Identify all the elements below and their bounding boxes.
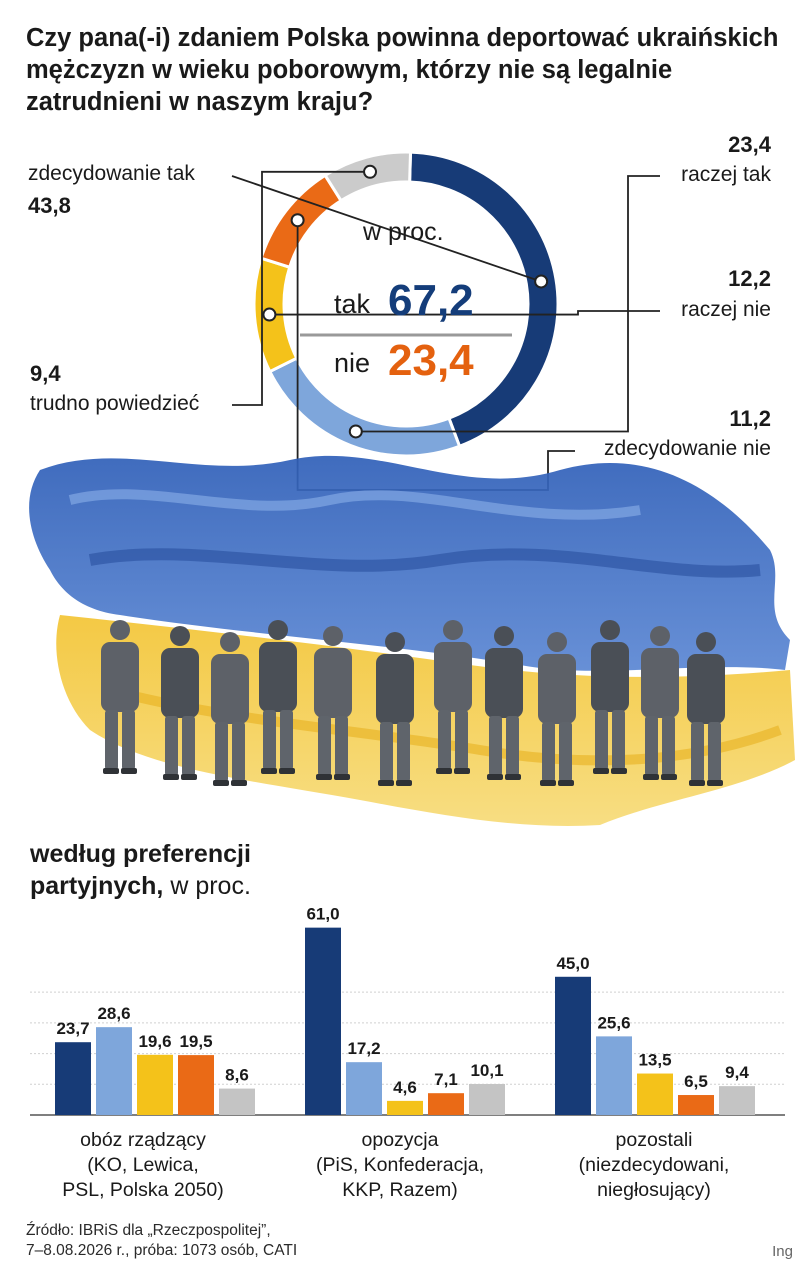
bar-g2-s4 (719, 1086, 755, 1115)
source-line2: 7–8.08.2026 r., próba: 1073 osób, CATI (26, 1242, 298, 1259)
bar-chart-title: według preferencji partyjnych, w proc. (30, 838, 251, 902)
man-silhouette (641, 626, 679, 780)
group-2-line3: niegłosujący) (597, 1179, 711, 1201)
bar-label-g2-s1: 25,6 (597, 1013, 630, 1032)
group-label-opozycja: opozycja (PiS, Konfederacja, KKP, Razem) (275, 1128, 525, 1203)
bar-label-g2-s3: 6,5 (684, 1072, 708, 1091)
bar-g0-s0 (55, 1042, 91, 1115)
bar-label-g0-s2: 19,6 (138, 1032, 171, 1051)
group-1-line2: (PiS, Konfederacja, (315, 1154, 484, 1176)
group-0-line1: obóz rządzący (80, 1129, 206, 1151)
ukrainian-flag-illustration (29, 455, 795, 826)
source-note: Źródło: IBRiS dla „Rzeczpospolitej”, 7–8… (26, 1221, 297, 1261)
slice-value-raczej-nie: 12,2 (728, 266, 771, 291)
bar-g0-s2 (137, 1054, 173, 1115)
bar-g2-s3 (678, 1095, 714, 1115)
bar-chart-title-line1: według preferencji (30, 840, 251, 868)
man-silhouette (485, 626, 523, 780)
bar-g1-s4 (469, 1083, 505, 1115)
man-silhouette (259, 620, 297, 774)
man-silhouette (211, 632, 249, 786)
leader-line-1 (355, 175, 660, 433)
bar-label-g2-s2: 13,5 (638, 1051, 671, 1070)
yes-value: 67,2 (388, 276, 474, 325)
leader-dot-4 (363, 164, 378, 179)
bar-g0-s3 (178, 1055, 214, 1115)
bar-label-g0-s4: 8,6 (225, 1066, 249, 1085)
slice-label-raczej-nie: raczej nie (681, 298, 771, 321)
bar-label-g1-s0: 61,0 (306, 905, 339, 924)
leader-dot-2 (262, 307, 277, 322)
bar-g2-s2 (637, 1073, 673, 1115)
bar-chart-title-line2: partyjnych, (30, 872, 164, 900)
leader-dot-1 (348, 424, 363, 439)
slice-label-trudno-powiedziec: trudno powiedzieć (30, 392, 200, 415)
yes-label: tak (334, 289, 371, 319)
bar-chart-unit: w proc. (170, 872, 251, 900)
group-label-pozostali: pozostali (niezdecydowani, niegłosujący) (529, 1128, 779, 1203)
donut-unit: w proc. (363, 218, 444, 246)
bar-g0-s4 (219, 1088, 255, 1115)
bar-g1-s0 (305, 927, 341, 1115)
group-2-line1: pozostali (615, 1129, 693, 1151)
bar-g2-s1 (596, 1036, 632, 1115)
group-label-oboz-rzadzacy: obóz rządzący (KO, Lewica, PSL, Polska 2… (18, 1128, 268, 1203)
chart-title: Czy pana(-i) zdaniem Polska powinna depo… (26, 24, 779, 116)
bar-label-g0-s0: 23,7 (56, 1019, 89, 1038)
source-line1: Źródło: IBRiS dla „Rzeczpospolitej”, (26, 1222, 271, 1239)
group-1-line1: opozycja (361, 1129, 439, 1151)
slice-label-raczej-tak: raczej tak (681, 163, 771, 186)
infographic-credit: Ing (772, 1243, 793, 1260)
man-silhouette (434, 620, 472, 774)
group-0-line2: (KO, Lewica, (87, 1154, 199, 1176)
slice-label-zdecydowanie-tak: zdecydowanie tak (28, 162, 195, 185)
bar-g1-s3 (428, 1093, 464, 1115)
leader-line-0 (231, 175, 542, 283)
leader-line-4 (232, 170, 371, 406)
slice-label-zdecydowanie-nie: zdecydowanie nie (604, 437, 771, 460)
no-value: 23,4 (388, 336, 474, 385)
bar-label-g1-s2: 4,6 (393, 1078, 417, 1097)
group-2-line2: (niezdecydowani, (578, 1154, 730, 1176)
slice-value-trudno-powiedziec: 9,4 (30, 361, 61, 386)
leader-dot-3 (290, 213, 305, 228)
man-silhouette (161, 626, 199, 780)
slice-value-zdecydowanie-tak: 43,8 (28, 193, 71, 218)
bar-label-g1-s4: 10,1 (470, 1061, 503, 1080)
man-silhouette (314, 626, 352, 780)
bar-label-g0-s1: 28,6 (97, 1004, 130, 1023)
bar-g2-s0 (555, 976, 591, 1115)
bar-g0-s1 (96, 1027, 132, 1115)
group-0-line3: PSL, Polska 2050) (62, 1179, 224, 1201)
man-silhouette (687, 632, 725, 786)
bar-g1-s2 (387, 1100, 423, 1115)
donut-chart (231, 150, 660, 491)
bar-label-g2-s4: 9,4 (725, 1063, 749, 1082)
bar-label-g1-s3: 7,1 (434, 1070, 458, 1089)
bar-label-g1-s1: 17,2 (347, 1039, 380, 1058)
leader-dot-0 (534, 274, 549, 289)
man-silhouette (591, 620, 629, 774)
slice-value-zdecydowanie-nie: 11,2 (729, 406, 771, 431)
bar-label-g0-s3: 19,5 (179, 1032, 212, 1051)
bar-g1-s1 (346, 1062, 382, 1115)
slice-value-raczej-tak: 23,4 (728, 132, 771, 157)
bar-label-g2-s0: 45,0 (556, 954, 589, 973)
leader-line-2 (269, 310, 660, 316)
man-silhouette (376, 632, 414, 786)
group-1-line3: KKP, Razem) (342, 1179, 458, 1201)
no-label: nie (334, 348, 371, 378)
man-silhouette (538, 632, 576, 786)
man-silhouette (101, 620, 139, 774)
